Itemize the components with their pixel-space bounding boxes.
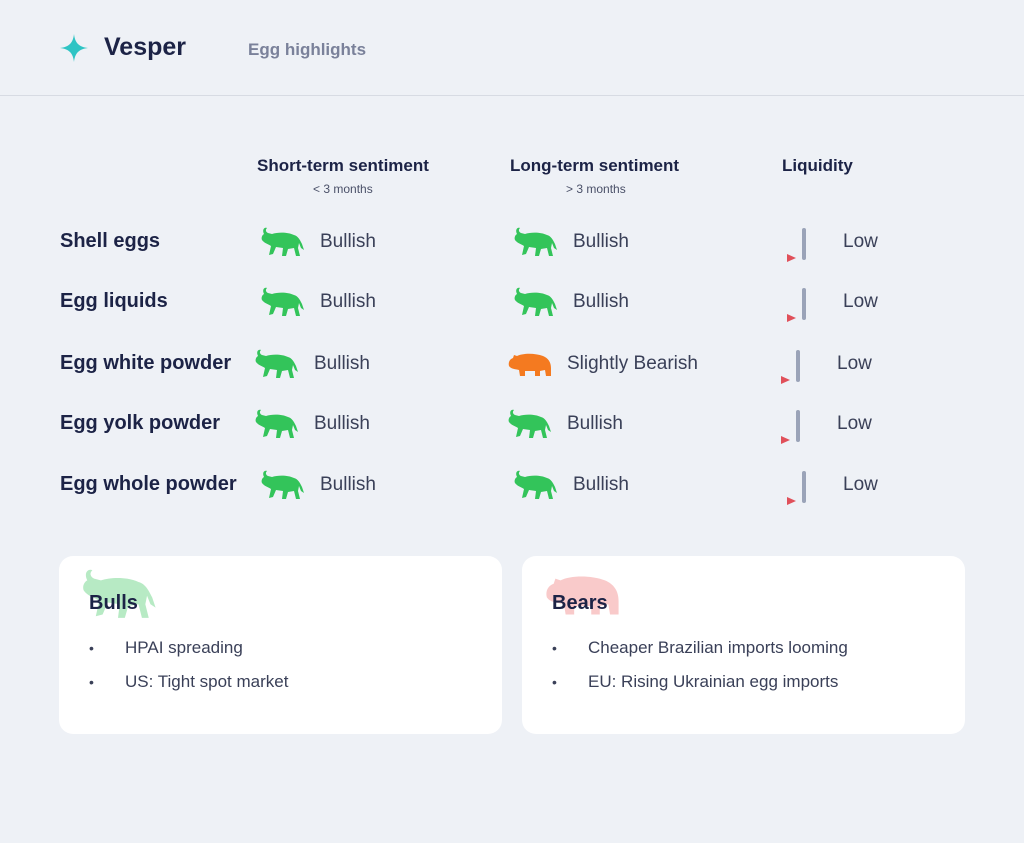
liquidity-icon xyxy=(779,406,803,446)
bull-icon xyxy=(258,286,306,318)
liquidity: Low xyxy=(837,353,872,374)
bullet: • xyxy=(552,640,557,656)
bulls-card: Bulls • HPAI spreading • US: Tight spot … xyxy=(59,556,502,734)
header: Vesper Egg highlights xyxy=(0,0,1024,96)
liquidity-icon xyxy=(779,346,803,386)
logo xyxy=(60,34,88,62)
short-term: Bullish xyxy=(314,353,370,374)
liquidity-icon xyxy=(785,284,809,324)
liquidity: Low xyxy=(843,474,878,495)
column-title: Short-term sentiment xyxy=(257,156,429,175)
card-item: Cheaper Brazilian imports looming xyxy=(588,638,848,657)
long-term: Bullish xyxy=(573,291,629,312)
card-item: HPAI spreading xyxy=(125,638,243,657)
bull-icon xyxy=(252,408,300,440)
bull-icon xyxy=(252,348,300,380)
bears-card: Bears • Cheaper Brazilian imports loomin… xyxy=(522,556,965,734)
liquidity: Low xyxy=(843,231,878,252)
long-term: Slightly Bearish xyxy=(567,353,698,374)
column-subtitle: < 3 months xyxy=(313,182,373,196)
liquidity-icon xyxy=(785,467,809,507)
bull-icon xyxy=(511,226,559,258)
row-name: Egg whole powder xyxy=(60,473,237,495)
brand: Vesper xyxy=(104,33,187,61)
row-name: Egg white powder xyxy=(60,352,232,374)
liquidity: Low xyxy=(843,291,878,312)
short-term: Bullish xyxy=(314,413,370,434)
bull-icon xyxy=(511,469,559,501)
liquidity: Low xyxy=(837,413,872,434)
bull-icon xyxy=(511,286,559,318)
bullet: • xyxy=(89,640,94,656)
bull-icon xyxy=(505,408,553,440)
bull-icon xyxy=(258,226,306,258)
column-title: Long-term sentiment xyxy=(510,156,680,175)
column-title: Liquidity xyxy=(782,156,853,175)
column-subtitle: > 3 months xyxy=(566,182,626,196)
bullet: • xyxy=(552,674,557,690)
row-name: Egg liquids xyxy=(60,290,168,312)
long-term: Bullish xyxy=(573,231,629,252)
row-name: Egg yolk powder xyxy=(60,412,221,434)
long-term: Bullish xyxy=(573,474,629,495)
short-term: Bullish xyxy=(320,231,376,252)
card-item: US: Tight spot market xyxy=(125,672,289,691)
bullet: • xyxy=(89,674,94,690)
card-title: Bulls xyxy=(89,592,138,614)
bull-icon xyxy=(258,469,306,501)
card-title: Bears xyxy=(552,592,608,614)
bear-icon xyxy=(505,348,553,380)
card-item: EU: Rising Ukrainian egg imports xyxy=(588,672,839,691)
short-term: Bullish xyxy=(320,291,376,312)
long-term: Bullish xyxy=(567,413,623,434)
short-term: Bullish xyxy=(320,474,376,495)
row-name: Shell eggs xyxy=(60,230,161,252)
liquidity-icon xyxy=(785,224,809,264)
page-title: Egg highlights xyxy=(248,40,367,59)
